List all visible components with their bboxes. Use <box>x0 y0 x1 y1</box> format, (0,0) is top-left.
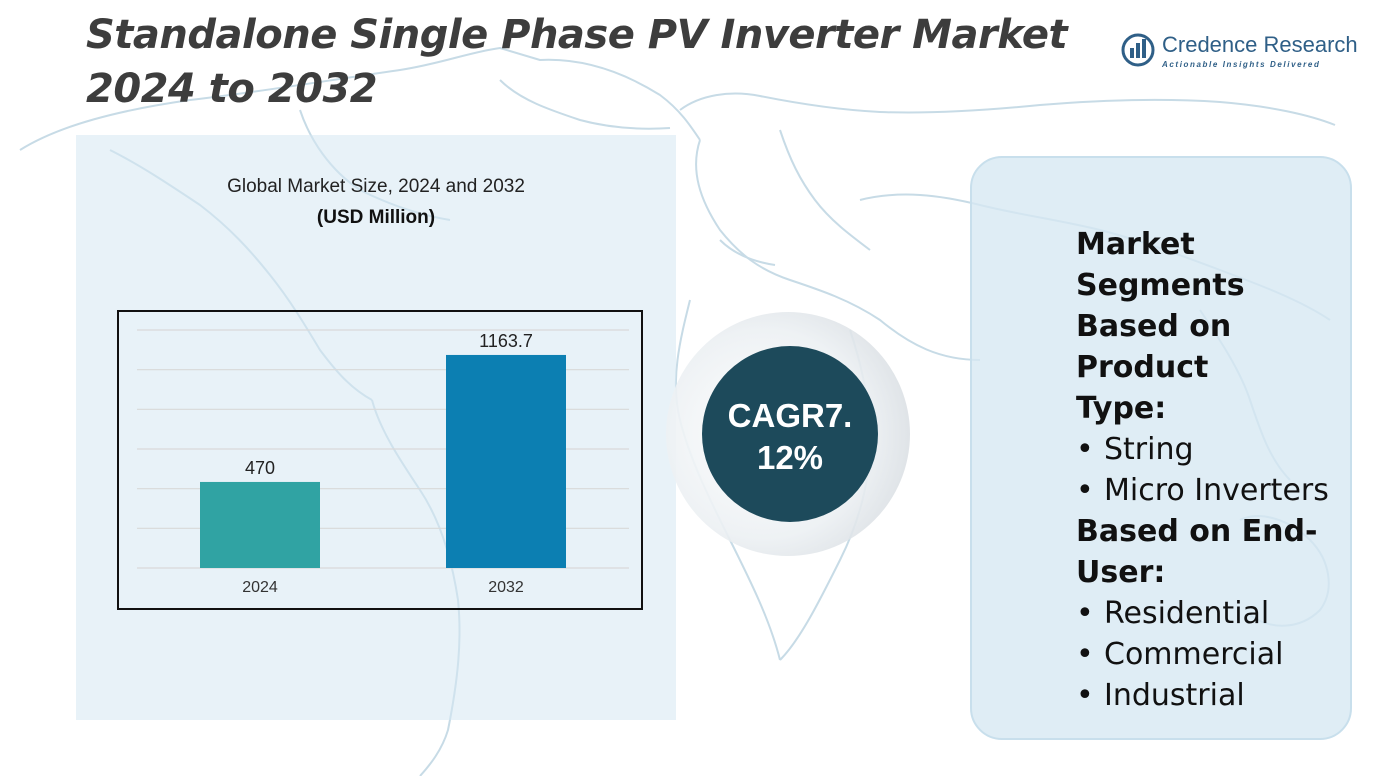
credence-research-logo: Credence Research Actionable Insights De… <box>1120 30 1360 76</box>
logo-tagline: Actionable Insights Delivered <box>1162 60 1321 69</box>
bullet-icon: • <box>1076 432 1094 467</box>
chart-frame: 470 2024 1163.7 2032 <box>117 310 643 610</box>
bullet-icon: • <box>1076 596 1094 631</box>
chart-panel: Global Market Size, 2024 and 2032 (USD M… <box>76 135 676 720</box>
chart-title: Global Market Size, 2024 and 2032 <box>227 176 525 197</box>
cagr-badge: CAGR7. 12% <box>702 346 878 522</box>
data-label-2024: 470 <box>245 458 275 478</box>
enduser-heading-line-2: User: <box>1076 555 1166 590</box>
cagr-line-1: CAGR7. <box>727 397 853 434</box>
segment-item-string: • String <box>1076 429 1356 470</box>
segment-item-label: Commercial <box>1104 637 1284 672</box>
segments-heading-line-2: Based on Product <box>1076 309 1232 385</box>
x-tick-label-2032: 2032 <box>488 579 524 596</box>
cagr-text: CAGR7. 12% <box>702 395 878 479</box>
bar-2024 <box>200 481 320 568</box>
cagr-line-2: 12% <box>756 439 824 476</box>
data-label-2032: 1163.7 <box>479 331 533 351</box>
segment-item-industrial: • Industrial <box>1076 675 1356 716</box>
segment-item-label: Micro Inverters <box>1104 473 1329 508</box>
x-tick-label-2024: 2024 <box>242 579 278 596</box>
page-title: Standalone Single Phase PV Inverter Mark… <box>86 8 1068 116</box>
bullet-icon: • <box>1076 637 1094 672</box>
segments-heading-line-1: Market Segments <box>1076 227 1245 303</box>
enduser-heading-line-1: Based on End- <box>1076 514 1318 549</box>
title-line-1: Standalone Single Phase PV Inverter Mark… <box>86 12 1068 58</box>
bar-2032 <box>446 354 566 568</box>
segment-item-commercial: • Commercial <box>1076 634 1356 675</box>
chart-units: (USD Million) <box>316 207 436 228</box>
bullet-icon: • <box>1076 473 1094 508</box>
credence-logo-icon <box>1121 33 1155 67</box>
segments-heading-line-3: Type: <box>1076 391 1167 426</box>
title-line-2: 2024 to 2032 <box>86 66 378 112</box>
bar-chart: 470 2024 1163.7 2032 <box>137 329 629 596</box>
bullet-icon: • <box>1076 678 1094 713</box>
market-segments-card: Market Segments Based on Product Type: •… <box>970 156 1352 740</box>
segment-item-label: Industrial <box>1104 678 1245 713</box>
market-segments-list: Market Segments Based on Product Type: •… <box>1076 224 1356 716</box>
segment-item-residential: • Residential <box>1076 593 1356 634</box>
segment-item-label: String <box>1104 432 1194 467</box>
segment-item-micro-inverters: • Micro Inverters <box>1076 470 1356 511</box>
logo-name: Credence Research <box>1162 32 1358 57</box>
segment-item-label: Residential <box>1104 596 1270 631</box>
